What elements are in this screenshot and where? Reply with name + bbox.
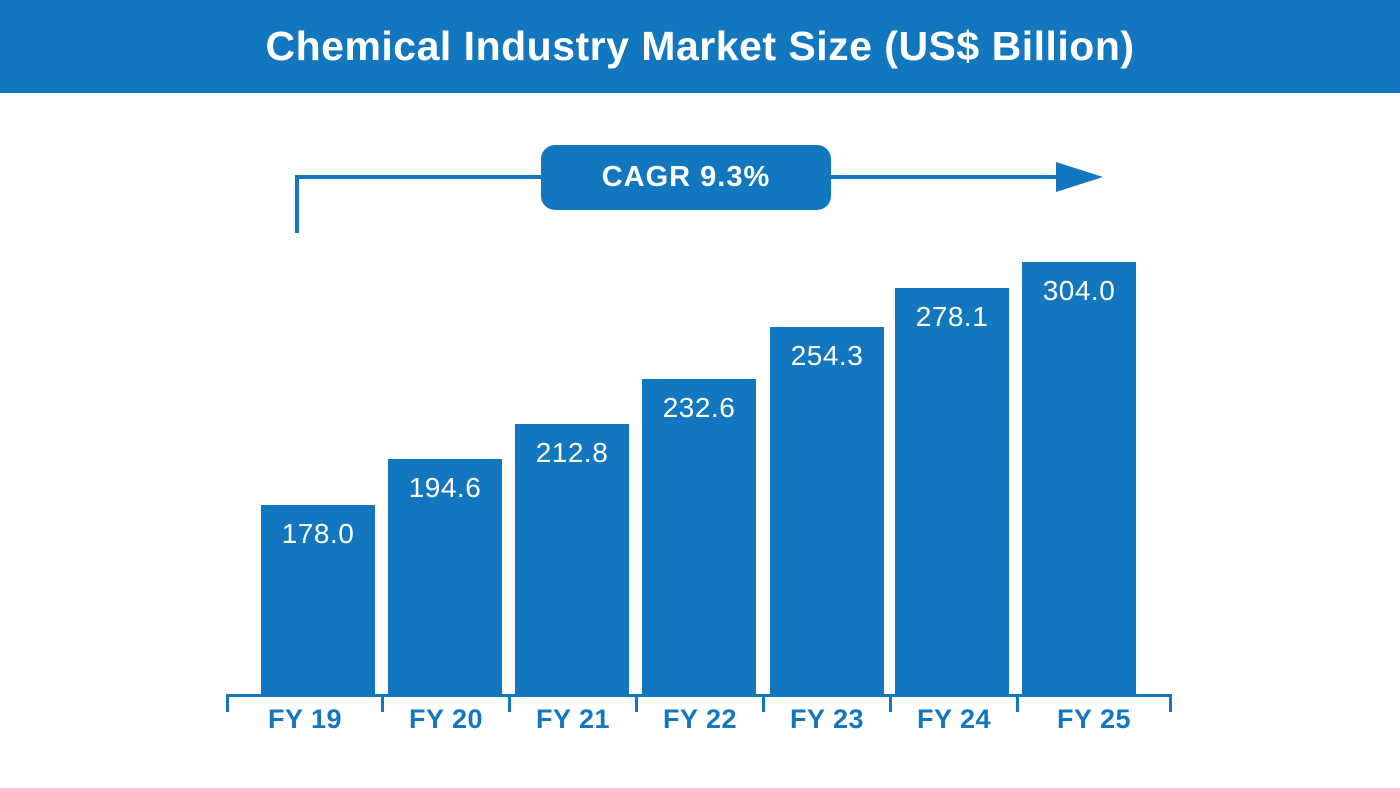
x-axis-label-fy-22: FY 22 — [662, 704, 738, 734]
bar-value-label: 178.0 — [281, 518, 355, 549]
title-header-band: Chemical Industry Market Size (US$ Billi… — [0, 0, 1400, 93]
x-axis-label-fy-25: FY 25 — [1056, 704, 1132, 734]
x-axis-label-fy-24: FY 24 — [916, 704, 992, 734]
page-title: Chemical Industry Market Size (US$ Billi… — [265, 23, 1135, 69]
axis-tick — [1169, 694, 1172, 712]
axis-tick — [889, 694, 892, 712]
axis-tick — [381, 694, 384, 712]
axis-tick — [226, 694, 229, 712]
axis-tick — [508, 694, 511, 712]
bar-fy-24: 278.1 — [895, 288, 1009, 696]
bar-fy-20: 194.6 — [388, 459, 502, 696]
cagr-label: CAGR 9.3% — [601, 161, 771, 193]
bar-value-label: 304.0 — [1042, 275, 1116, 306]
cagr-bracket-vertical-line — [295, 175, 299, 233]
bar-fy-22: 232.6 — [642, 379, 756, 696]
bar-value-label: 254.3 — [790, 340, 864, 371]
cagr-arrowhead-icon — [1056, 162, 1103, 192]
bar-fy-21: 212.8 — [515, 424, 629, 696]
x-axis-line — [226, 694, 1172, 697]
axis-tick — [762, 694, 765, 712]
bar-value-label: 194.6 — [408, 472, 482, 503]
axis-tick — [635, 694, 638, 712]
x-axis-label-fy-21: FY 21 — [535, 704, 611, 734]
x-axis-label-fy-20: FY 20 — [408, 704, 484, 734]
bar-fy-23: 254.3 — [770, 327, 884, 696]
bar-value-label: 212.8 — [535, 437, 609, 468]
bar-fy-25: 304.0 — [1022, 262, 1136, 696]
bar-value-label: 278.1 — [915, 301, 989, 332]
bar-fy-19: 178.0 — [261, 505, 375, 696]
x-axis-label-fy-19: FY 19 — [267, 704, 343, 734]
axis-tick — [1016, 694, 1019, 712]
x-axis-label-fy-23: FY 23 — [789, 704, 865, 734]
bar-value-label: 232.6 — [662, 392, 736, 423]
cagr-pill: CAGR 9.3% — [541, 145, 831, 210]
